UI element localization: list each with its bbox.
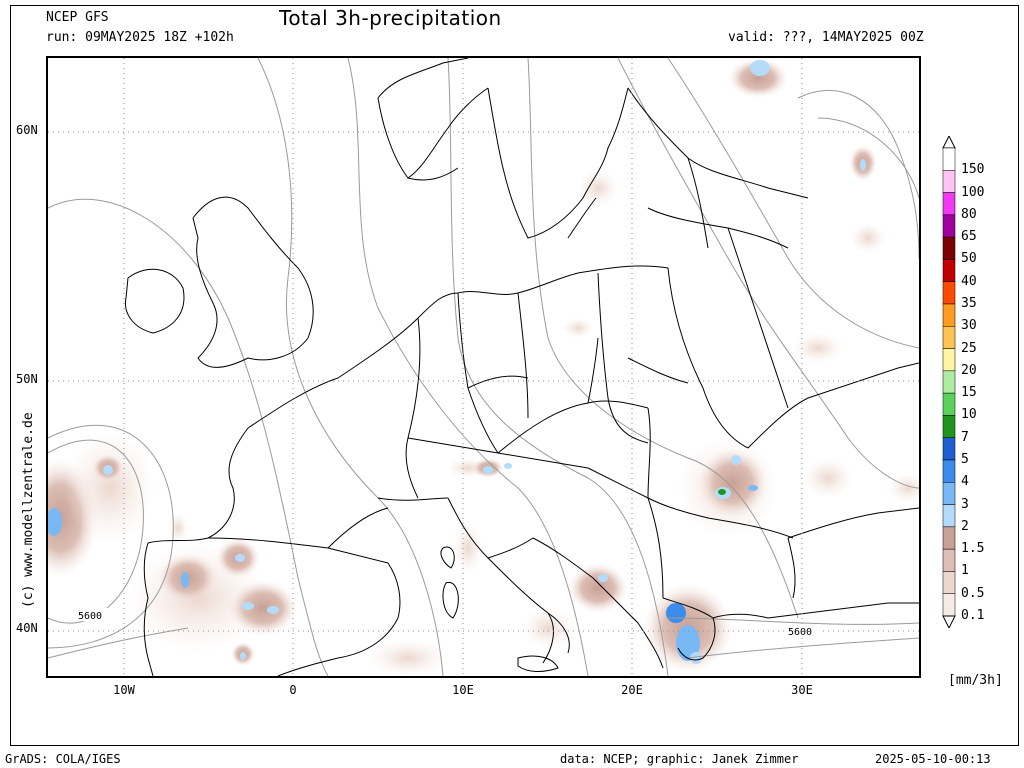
footer-credit: data: NCEP; graphic: Janek Zimmer — [560, 752, 799, 766]
legend-swatch — [942, 281, 956, 305]
legend-swatch — [942, 571, 956, 594]
legend-swatch — [942, 370, 956, 394]
coastlines — [124, 58, 919, 676]
contour-label: 5600 — [788, 627, 812, 638]
legend-level-label: 4 — [961, 474, 969, 490]
legend-swatch — [942, 348, 956, 372]
vertical-credit: (c) www.modellzentrale.de — [21, 412, 36, 608]
run-info: run: 09MAY2025 18Z +102h — [46, 30, 234, 45]
valid-time: valid: ???, 14MAY2025 00Z — [728, 30, 924, 45]
legend-level-label: 25 — [961, 340, 977, 356]
legend-level-label: 1.5 — [961, 541, 985, 557]
plot-frame — [10, 5, 1019, 746]
legend-level-label: 1 — [961, 563, 969, 579]
precip-areas — [48, 58, 919, 676]
legend-swatch — [942, 192, 956, 216]
legend-level-label: 30 — [961, 318, 977, 334]
legend-level-label: 7 — [961, 429, 969, 445]
legend-swatch — [942, 170, 956, 193]
legend-swatch — [942, 392, 956, 416]
legend-level-label: 15 — [961, 385, 977, 401]
legend-level-label: 0.1 — [961, 608, 985, 623]
legend-swatch — [942, 303, 956, 327]
legend-swatch — [942, 326, 956, 349]
lon-label-0: 0 — [289, 683, 297, 697]
legend-level-label: 150 — [961, 162, 985, 178]
legend-level-label: 0.5 — [961, 585, 985, 601]
legend-arrow-bottom — [942, 615, 956, 628]
lat-label-50n: 50N — [16, 372, 38, 386]
footer-software: GrADS: COLA/IGES — [5, 752, 121, 766]
model-name: NCEP GFS — [46, 10, 109, 25]
legend-level-label: 2 — [961, 518, 969, 534]
legend-level-label: 10 — [961, 407, 977, 423]
page-title: Total 3h-precipitation — [279, 6, 502, 30]
legend-swatch — [942, 593, 956, 617]
legend-swatch — [942, 504, 956, 528]
footer-timestamp: 2025-05-10-00:13 — [875, 752, 991, 766]
country-borders — [327, 157, 919, 599]
legend-swatch — [942, 437, 956, 461]
lat-label-40n: 40N — [16, 621, 38, 635]
legend-swatch — [942, 415, 956, 438]
legend-level-label: 3 — [961, 496, 969, 512]
legend-level-label: 80 — [961, 206, 977, 222]
lon-label-10e: 10E — [452, 683, 474, 697]
legend-swatch — [942, 259, 956, 282]
legend-level-label: 20 — [961, 362, 977, 378]
lon-label-30e: 30E — [791, 683, 813, 697]
lon-label-10w: 10W — [113, 683, 135, 697]
legend-unit: [mm/3h] — [948, 673, 1003, 688]
lon-label-20e: 20E — [621, 683, 643, 697]
legend-swatch — [942, 236, 956, 260]
graticule — [48, 58, 919, 676]
legend-arrow-top — [942, 136, 956, 149]
lat-label-60n: 60N — [16, 123, 38, 137]
legend-level-label: 35 — [961, 296, 977, 311]
map-canvas: 5600 5600 — [48, 58, 919, 676]
legend-level-label: 50 — [961, 251, 977, 267]
legend-level-label: 65 — [961, 229, 977, 245]
precipitation-map: 5600 5600 — [46, 56, 921, 678]
legend-level-label: 40 — [961, 273, 977, 289]
legend-swatch — [942, 548, 956, 572]
legend-swatch — [942, 147, 956, 171]
legend-swatch — [942, 526, 956, 550]
legend-swatch — [942, 482, 956, 505]
legend-swatch — [942, 459, 956, 483]
legend-colorbar — [942, 136, 956, 628]
legend-level-label: 100 — [961, 184, 985, 200]
contour-label: 5600 — [78, 611, 102, 622]
legend-swatch — [942, 214, 956, 238]
legend-level-label: 5 — [961, 452, 969, 467]
